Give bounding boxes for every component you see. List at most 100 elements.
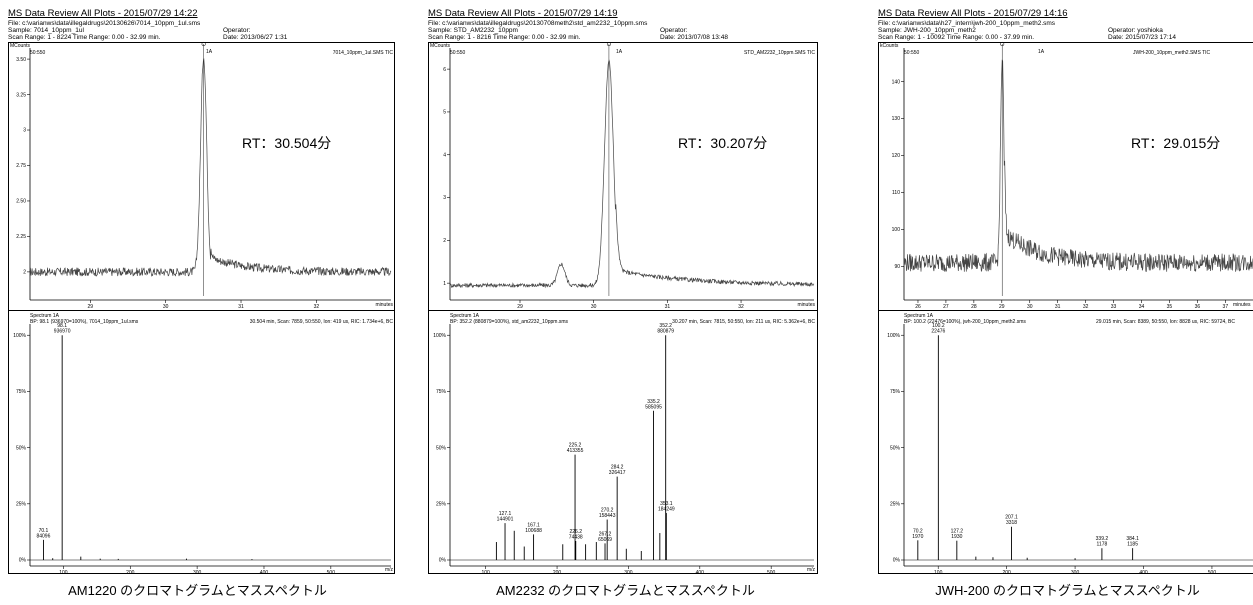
peak-mz-label: 270.2 xyxy=(601,508,614,514)
y-tick-label: 2.50 xyxy=(16,199,26,205)
panel-title: MS Data Review All Plots - 2015/07/29 14… xyxy=(878,8,1068,19)
date-info: Date: 2013/07/08 13:48 xyxy=(660,34,728,41)
peak-mz-label: 267.2 xyxy=(599,531,612,537)
x-axis-label: minutes xyxy=(797,302,815,308)
y-tick-label: 2 xyxy=(443,238,446,244)
panel-jwh200: MS Data Review All Plots - 2015/07/29 14… xyxy=(878,0,1253,605)
panel-chart: 1 2 3 4 5 6 29 30 31 32 0% 25% 50% 75% 100% 100 200 300 40… xyxy=(433,41,815,576)
plot-divider xyxy=(878,310,1253,311)
bp-label: BP: 100.2 (22476=100%), jwh-200_10ppm_me… xyxy=(904,319,1026,325)
peak-mz-label: 70.1 xyxy=(39,528,49,534)
spectrum-label: Spectrum 1A xyxy=(904,313,933,319)
x-tick-label: 31 xyxy=(1055,304,1061,310)
scan-range-info: Scan Range: 1 - 8216 Time Range: 0.00 - … xyxy=(428,34,581,41)
peak-intensity-label: 413355 xyxy=(567,448,584,454)
panel-am2232: MS Data Review All Plots - 2015/07/29 14… xyxy=(428,0,823,605)
ion-label: 50:550 xyxy=(450,50,466,56)
trace-label: JWH-200_10ppm_meth2.SMS TIC xyxy=(1133,50,1211,56)
y-tick-label: 100 xyxy=(892,227,901,233)
chromatogram-trace xyxy=(903,59,1253,273)
y-tick-label: 4 xyxy=(443,152,446,158)
peak-intensity-label: 158443 xyxy=(599,513,616,519)
x-tick-label: 35 xyxy=(1167,304,1173,310)
x-tick-label: 29 xyxy=(999,304,1005,310)
y-tick-label: 75% xyxy=(16,389,27,395)
y-tick-label: 75% xyxy=(436,389,447,395)
panel-chart: 2 2.25 2.50 2.75 3 3.25 3.50 29 30 31 32 0% 25% 50% 75… xyxy=(13,41,392,576)
y-tick-label: 100% xyxy=(887,333,900,339)
y-tick-label: 0% xyxy=(893,558,901,564)
y-tick-label: 3 xyxy=(443,195,446,201)
peak-intensity-label: 84096 xyxy=(36,533,50,539)
y-tick-label: 50% xyxy=(890,445,901,451)
ion-label: 50:550 xyxy=(904,50,920,56)
y-tick-label: 25% xyxy=(16,502,27,508)
x-tick-label: 30 xyxy=(163,304,169,310)
y-tick-label: 50% xyxy=(16,445,27,451)
peak-intensity-label: 22476 xyxy=(931,329,945,335)
y-tick-label: 75% xyxy=(890,389,901,395)
mz-label: m/z xyxy=(806,567,815,573)
x-tick-label: 100 xyxy=(934,570,943,576)
y-tick-label: 0% xyxy=(439,558,447,564)
ion-label: 50:550 xyxy=(30,50,46,56)
x-tick-label: 400 xyxy=(260,570,269,576)
peak-marker-dot xyxy=(1000,41,1005,47)
x-tick-label: 300 xyxy=(1071,570,1080,576)
peak-intensity-label: 144901 xyxy=(497,517,514,523)
peak-marker-dot xyxy=(606,41,611,47)
x-axis-label: minutes xyxy=(375,302,393,308)
x-tick-label: 200 xyxy=(126,570,135,576)
spectrum-label: Spectrum 1A xyxy=(450,313,479,319)
peak-intensity-label: 880879 xyxy=(657,329,674,335)
x-tick-label: 300 xyxy=(193,570,202,576)
plot-divider xyxy=(8,310,395,311)
y-tick-label: 5 xyxy=(443,110,446,116)
retention-time-label: RT：29.015分 xyxy=(1131,135,1221,151)
x-tick-label: 30 xyxy=(591,304,597,310)
peak-mz-label: 98.1 xyxy=(57,323,67,329)
peak-mz-label: 100.2 xyxy=(932,323,945,329)
x-tick-label: 400 xyxy=(696,570,705,576)
operator-info: Operator: xyxy=(223,27,251,34)
sample-info: Sample: JWH-200_10ppm_meth2 xyxy=(878,27,976,34)
operator-info: Operator: xyxy=(660,27,688,34)
x-tick-label: 100 xyxy=(482,570,491,576)
peak-intensity-label: 585095 xyxy=(645,404,662,410)
x-tick-label: 34 xyxy=(1139,304,1145,310)
chromatogram-trace xyxy=(449,59,815,289)
x-tick-label: 29 xyxy=(88,304,94,310)
peak-mz-label: 352.2 xyxy=(659,323,672,329)
x-tick-label: 29 xyxy=(517,304,523,310)
y-tick-label: 50% xyxy=(436,445,447,451)
y-tick-label: 120 xyxy=(892,153,901,159)
mz-label: m/z xyxy=(384,567,393,573)
x-tick-label: 37 xyxy=(1223,304,1229,310)
y-tick-label: 100% xyxy=(13,333,26,339)
x-tick-label: 28 xyxy=(971,304,977,310)
scan-info: 30.504 min, Scan: 7859, 50:550, Ion: 419… xyxy=(249,319,393,325)
x-tick-label: 32 xyxy=(738,304,744,310)
peak-mz-label: 353.1 xyxy=(660,501,673,507)
y-tick-label: 3 xyxy=(23,128,26,134)
x-tick-label: 200 xyxy=(1002,570,1011,576)
x-tick-label: 26 xyxy=(915,304,921,310)
peak-intensity-label: 184249 xyxy=(658,507,675,513)
panel-title: MS Data Review All Plots - 2015/07/29 14… xyxy=(428,8,618,19)
file-info: File: c:\varianws\data\illegaldrugs\2013… xyxy=(8,20,201,27)
y-tick-label: 3.25 xyxy=(16,92,26,98)
x-tick-label: 500 xyxy=(1208,570,1217,576)
peak-intensity-label: 1178 xyxy=(1097,542,1108,548)
bp-label: BP: 98.1 (936970=100%), 7014_10ppm_1ul.s… xyxy=(30,319,139,325)
y-tick-label: 140 xyxy=(892,79,901,85)
peak-mz-label: 207.1 xyxy=(1005,515,1018,521)
y-tick-label: 2 xyxy=(23,270,26,276)
y-tick-label: 2.25 xyxy=(16,234,26,240)
chromatogram-trace xyxy=(29,58,392,277)
caption: AM1220 のクロマトグラムとマススペクトル xyxy=(68,583,327,598)
y-tick-label: 130 xyxy=(892,116,901,122)
x-tick-label: 200 xyxy=(553,570,562,576)
peak-tag: 1A xyxy=(206,49,213,55)
panel-chart: 90 100 110 120 130 140 26 27 28 29 30 31 32 33 34 35 36 3… xyxy=(887,41,1253,576)
x-tick-label: 400 xyxy=(1139,570,1148,576)
